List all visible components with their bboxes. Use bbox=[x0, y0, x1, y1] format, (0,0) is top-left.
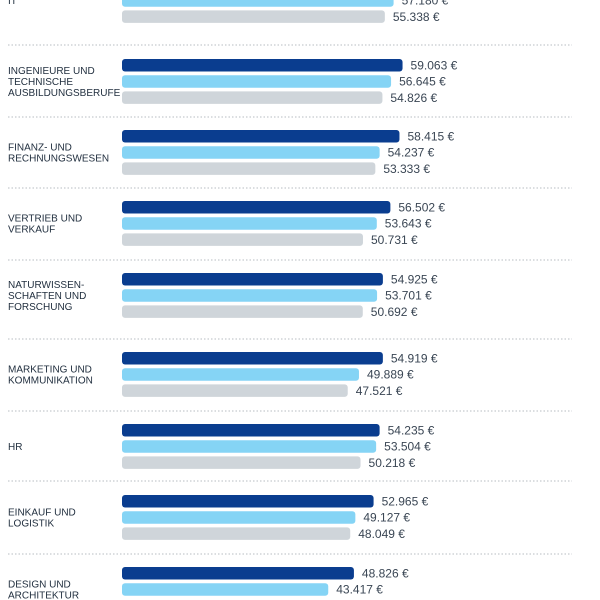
value-label: 47.521 € bbox=[356, 384, 403, 398]
category-label-line: ARCHITEKTUR bbox=[8, 591, 79, 600]
category-label: NATURWISSEN-SCHAFTEN UND FORSCHUNG bbox=[8, 280, 86, 313]
value-label: 49.127 € bbox=[363, 511, 410, 525]
category-label: INGENIEURE UND TECHNISCHE AUSBILDUNGSBERUF… bbox=[8, 66, 121, 99]
category-label: EINKAUF UND LOGISTIK bbox=[8, 507, 76, 529]
value-label: 54.235 € bbox=[388, 423, 435, 437]
value-label: 53.701 € bbox=[385, 289, 432, 303]
bar bbox=[122, 273, 383, 286]
bar bbox=[122, 0, 394, 7]
bar bbox=[122, 289, 378, 302]
category-label-line: INGENIEURE UND bbox=[8, 66, 95, 77]
bar bbox=[122, 217, 377, 230]
bar bbox=[122, 305, 363, 318]
value-label: 57.180 € bbox=[402, 0, 449, 8]
category-label-line: MARKETING UND bbox=[8, 364, 92, 375]
category-label: DESIGN UND ARCHITEKTUR bbox=[8, 579, 79, 600]
bar bbox=[122, 130, 400, 143]
value-label: 54.826 € bbox=[390, 91, 437, 105]
category-label-line: DESIGN UND bbox=[8, 579, 71, 590]
value-label: 48.826 € bbox=[362, 566, 409, 580]
bar bbox=[122, 91, 383, 104]
value-label: 49.889 € bbox=[367, 368, 414, 382]
bar bbox=[122, 527, 351, 540]
category-label-line: HR bbox=[8, 442, 22, 453]
category-label-line: FINANZ- UND bbox=[8, 142, 72, 153]
bar bbox=[122, 146, 380, 159]
category-label-line: NATURWISSEN- bbox=[8, 280, 84, 291]
bar bbox=[122, 511, 356, 524]
bar bbox=[122, 456, 361, 469]
category-label-line: AUSBILDUNGSBERUFE bbox=[8, 88, 121, 99]
category-label-line: FORSCHUNG bbox=[8, 302, 73, 313]
bar bbox=[122, 201, 391, 214]
bar bbox=[122, 440, 377, 453]
value-label: 53.333 € bbox=[383, 162, 430, 176]
category-label-line: IT bbox=[8, 0, 17, 7]
category-label-line: RECHNUNGSWESEN bbox=[8, 154, 109, 165]
bar bbox=[122, 352, 383, 365]
bar bbox=[122, 233, 363, 246]
value-label: 58.415 € bbox=[407, 129, 454, 143]
category-label-line: TECHNISCHE bbox=[8, 77, 73, 88]
value-label: 54.237 € bbox=[388, 146, 435, 160]
category-label-line: EINKAUF UND bbox=[8, 507, 76, 518]
value-label: 50.692 € bbox=[371, 305, 418, 319]
value-label: 59.063 € bbox=[411, 58, 458, 72]
value-label: 43.417 € bbox=[336, 583, 383, 597]
bar bbox=[122, 567, 354, 580]
bar bbox=[122, 59, 403, 72]
value-label: 56.502 € bbox=[398, 200, 445, 214]
value-label: 53.504 € bbox=[384, 440, 431, 454]
bar bbox=[122, 368, 359, 381]
category-label: MARKETING UND KOMMUNIKATION bbox=[8, 364, 93, 386]
category-label: VERTRIEB UND VERKAUF bbox=[8, 213, 82, 235]
category-label-line: VERTRIEB UND bbox=[8, 213, 82, 224]
bar bbox=[122, 162, 376, 175]
category-label: IT bbox=[8, 0, 17, 7]
category-label-line: VERKAUF bbox=[8, 225, 55, 236]
value-label: 53.643 € bbox=[385, 217, 432, 231]
value-label: 50.731 € bbox=[371, 233, 418, 247]
bar bbox=[122, 384, 348, 397]
category-label: FINANZ- UND RECHNUNGSWESEN bbox=[8, 142, 109, 164]
value-label: 54.919 € bbox=[391, 351, 438, 365]
category-label-line: LOGISTIK bbox=[8, 519, 54, 530]
category-label-line: KOMMUNIKATION bbox=[8, 376, 93, 387]
bar bbox=[122, 75, 392, 88]
bar bbox=[122, 583, 329, 596]
category-label: HR bbox=[8, 442, 22, 453]
value-label: 56.645 € bbox=[399, 75, 446, 89]
value-label: 55.338 € bbox=[393, 10, 440, 24]
bar bbox=[122, 495, 374, 508]
value-label: 48.049 € bbox=[358, 527, 405, 541]
value-label: 50.218 € bbox=[369, 456, 416, 470]
value-label: 52.965 € bbox=[382, 494, 429, 508]
bar bbox=[122, 424, 380, 437]
bar bbox=[122, 10, 385, 23]
category-label-line: SCHAFTEN UND bbox=[8, 291, 86, 302]
value-label: 54.925 € bbox=[391, 272, 438, 286]
